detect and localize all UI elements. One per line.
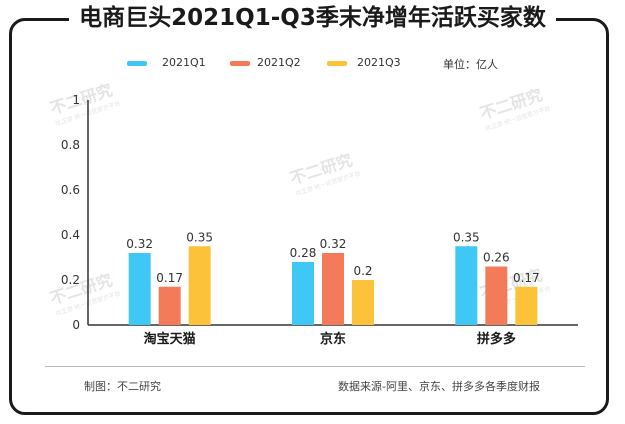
legend-swatch-q1 [127,61,147,66]
data-label: 0.17 [513,271,540,285]
data-label: 0.32 [320,237,347,251]
data-label: 0.28 [290,246,317,260]
data-label: 0.35 [453,230,480,244]
y-tick-label: 0.8 [61,138,80,152]
data-label: 0.2 [353,264,372,278]
footer-credit: 制图：不二研究 [84,380,161,393]
y-tick-label: 0.4 [61,228,80,242]
bar [158,286,181,325]
legend-swatch-q3 [327,61,347,66]
y-tick-label: 1 [72,93,80,107]
y-tick-label: 0 [72,318,80,332]
legend-swatch-q2 [230,61,250,66]
unit-label: 单位：亿人 [443,58,498,71]
legend-item-q2: 2021Q2 [230,56,301,69]
data-label: 0.32 [126,237,153,251]
x-tick-label: 京东 [320,331,346,347]
bar [128,253,151,325]
legend-item-q3: 2021Q3 [327,56,401,69]
legend-label-q2: 2021Q2 [257,56,301,69]
bar [292,262,314,325]
bar [188,246,211,325]
footer-source: 数据来源-阿里、京东、拼多多各季度财报 [338,380,540,393]
legend-item-q1: 2021Q1 [127,56,206,69]
bar [485,266,508,325]
data-label: 0.17 [156,271,183,285]
chart-title: 电商巨头2021Q1-Q3季末净增年活跃买家数 [69,2,556,34]
x-tick-label: 拼多多 [477,331,516,347]
y-tick-label: 0.2 [61,273,80,287]
data-label: 0.35 [186,230,213,244]
footer-divider [45,366,585,367]
bar [322,253,344,325]
data-label: 0.26 [483,251,510,265]
x-tick-label: 淘宝天猫 [144,331,196,347]
bar [515,286,538,325]
y-tick-label: 0.6 [61,183,80,197]
bar [352,280,374,325]
legend-label-q1: 2021Q1 [162,56,206,69]
bar [455,246,478,325]
legend-label-q3: 2021Q3 [357,56,401,69]
